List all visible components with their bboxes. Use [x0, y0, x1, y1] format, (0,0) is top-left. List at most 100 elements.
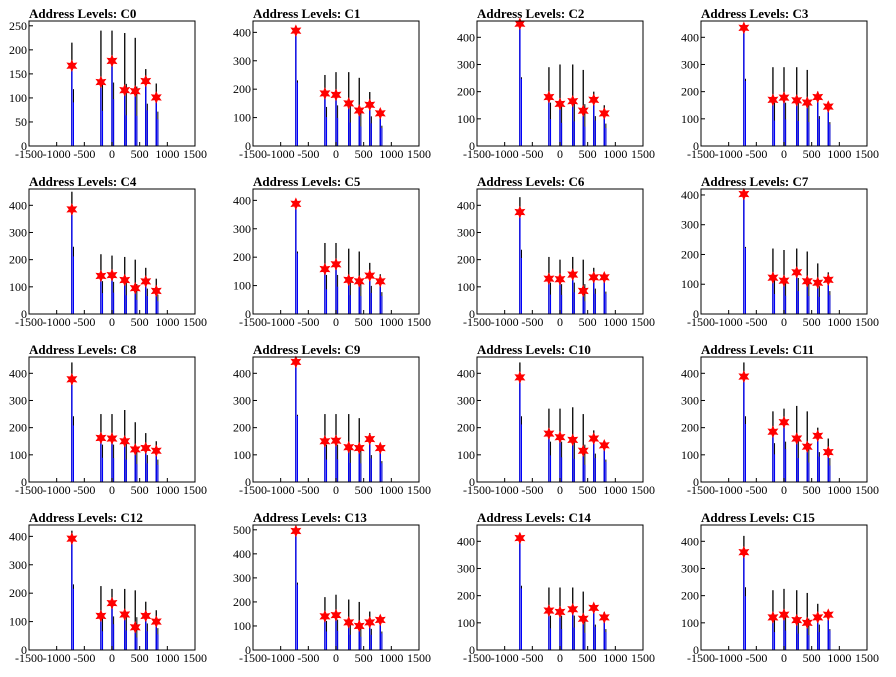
x-tick-label: 500 [803, 315, 821, 329]
peak-marker [95, 269, 107, 283]
peak-marker [319, 87, 331, 100]
x-tick-label: -1500 [15, 315, 43, 329]
x-tick-label: 1000 [603, 651, 627, 665]
x-tick-label: 500 [803, 651, 821, 665]
peak-marker [95, 431, 107, 445]
peak-marker [343, 97, 355, 110]
x-tick-label: -1500 [463, 147, 491, 161]
y-tick-label: 100 [681, 112, 699, 126]
x-tick-label: 1500 [855, 651, 879, 665]
x-tick-label: 0 [333, 315, 339, 329]
y-tick-label: 400 [457, 534, 475, 548]
x-tick-label: 0 [557, 651, 563, 665]
y-tick-label: 0 [21, 139, 27, 153]
peak-marker [588, 93, 600, 107]
peak-marker [290, 24, 302, 38]
peak-marker [150, 91, 162, 104]
y-tick-label: 100 [681, 616, 699, 630]
peak-marker [514, 205, 526, 219]
y-tick-label: 300 [681, 561, 699, 575]
y-tick-label: 400 [233, 193, 251, 207]
peak-marker [598, 107, 610, 120]
peak-marker [822, 445, 834, 459]
x-tick-label: -1000 [715, 651, 743, 665]
x-tick-label: 1000 [603, 147, 627, 161]
x-tick-label: -500 [521, 147, 543, 161]
panel-title: Address Levels: C0 [29, 6, 136, 21]
panel-title: Address Levels: C6 [477, 174, 585, 189]
peak-marker [330, 608, 342, 622]
y-tick-label: 100 [457, 616, 475, 630]
peak-marker [319, 262, 331, 276]
y-tick-label: 200 [681, 589, 699, 603]
peak-marker [374, 274, 386, 288]
peak-marker [577, 104, 589, 118]
y-tick-label: 200 [457, 85, 475, 99]
x-tick-label: -1500 [463, 315, 491, 329]
peak-marker [140, 275, 152, 288]
panel-title: Address Levels: C3 [701, 6, 809, 21]
x-tick-label: -1000 [715, 147, 743, 161]
peak-marker [330, 88, 342, 102]
y-tick-label: 100 [9, 91, 27, 105]
peak-marker [577, 284, 589, 298]
y-tick-label: 0 [245, 643, 251, 657]
peak-marker [353, 104, 365, 117]
y-tick-label: 100 [233, 279, 251, 293]
x-tick-label: 1500 [631, 147, 655, 161]
x-tick-label: 1500 [183, 147, 207, 161]
y-tick-label: 200 [9, 253, 27, 267]
x-tick-label: 1000 [379, 651, 403, 665]
y-tick-label: 300 [233, 571, 251, 585]
y-tick-label: 0 [21, 475, 27, 489]
y-tick-label: 200 [9, 586, 27, 600]
x-tick-label: -500 [73, 315, 95, 329]
peak-marker [543, 90, 555, 104]
x-tick-label: 500 [131, 147, 149, 161]
x-tick-label: -500 [73, 483, 95, 497]
x-tick-label: -1500 [15, 147, 43, 161]
x-tick-label: 1500 [183, 483, 207, 497]
panel-c4: Address Levels: C4 0 100 200 300 400 -1500 -100… [9, 174, 207, 329]
peak-marker [767, 271, 779, 285]
y-tick-label: 200 [457, 253, 475, 267]
peak-marker [364, 269, 376, 282]
x-tick-label: -500 [73, 147, 95, 161]
peak-marker [822, 100, 834, 113]
y-tick-label: 300 [9, 393, 27, 407]
peak-marker [129, 620, 141, 634]
x-tick-label: 1000 [827, 147, 851, 161]
x-tick-label: 1500 [407, 315, 431, 329]
peak-marker [791, 613, 803, 627]
x-tick-label: -500 [297, 483, 319, 497]
peak-marker [767, 611, 779, 624]
peak-marker [353, 274, 365, 288]
x-tick-label: 1500 [855, 483, 879, 497]
x-tick-label: -1000 [491, 147, 519, 161]
x-tick-label: 1000 [827, 315, 851, 329]
x-tick-label: 1000 [603, 483, 627, 497]
peak-marker [738, 545, 750, 559]
panel-c7: Address Levels: C7 0 100 200 300 400 -1500 -100… [681, 174, 879, 329]
peak-marker [330, 434, 342, 448]
peak-marker [290, 355, 302, 369]
x-tick-label: -1500 [239, 483, 267, 497]
x-tick-label: 1500 [855, 315, 879, 329]
peak-marker [514, 531, 526, 545]
y-tick-label: 100 [457, 280, 475, 294]
y-tick-label: 100 [233, 448, 251, 462]
x-tick-label: 0 [109, 651, 115, 665]
panel-c13: Address Levels: C13 0 100 200 300 400 500 -1500… [233, 510, 431, 665]
x-tick-label: 0 [781, 651, 787, 665]
peak-marker [140, 74, 152, 88]
x-tick-label: -1000 [267, 651, 295, 665]
x-tick-label: -1500 [463, 483, 491, 497]
y-tick-label: 150 [9, 67, 27, 81]
peak-marker [588, 270, 600, 284]
y-tick-label: 400 [681, 188, 699, 202]
x-tick-label: 1500 [183, 315, 207, 329]
peak-marker [778, 608, 790, 622]
peak-marker [343, 273, 355, 287]
x-tick-label: 0 [557, 483, 563, 497]
